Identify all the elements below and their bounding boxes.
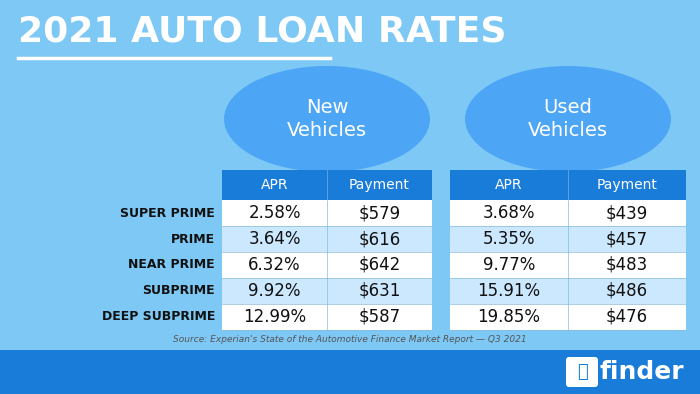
Text: $587: $587 [358,308,400,326]
Text: APR: APR [496,178,523,192]
Bar [0,350,700,394]
Text: $483: $483 [606,256,648,274]
Bar [450,278,686,304]
Ellipse shape [465,66,671,172]
Text: ⌕: ⌕ [577,363,587,381]
Text: 9.92%: 9.92% [248,282,301,300]
Bar [450,252,686,278]
Text: Payment: Payment [596,178,657,192]
Text: 15.91%: 15.91% [477,282,540,300]
Text: 9.77%: 9.77% [483,256,536,274]
Text: 2.58%: 2.58% [248,204,301,222]
Text: 3.64%: 3.64% [248,230,301,248]
Text: NEAR PRIME: NEAR PRIME [128,258,215,271]
Text: Vehicles: Vehicles [287,121,367,141]
Text: 6.32%: 6.32% [248,256,301,274]
Text: Vehicles: Vehicles [528,121,608,141]
Text: $616: $616 [358,230,400,248]
Text: PRIME: PRIME [171,232,215,245]
Text: 2021 AUTO LOAN RATES: 2021 AUTO LOAN RATES [18,14,507,48]
Bar [450,170,686,200]
Bar [450,226,686,252]
Text: $579: $579 [358,204,400,222]
Text: 5.35%: 5.35% [483,230,536,248]
Bar [222,170,432,200]
Text: APR: APR [260,178,288,192]
Bar [222,278,432,304]
Text: finder: finder [600,360,685,384]
Text: New: New [306,97,349,117]
Bar [222,252,432,278]
Text: SUBPRIME: SUBPRIME [142,284,215,297]
Text: $486: $486 [606,282,648,300]
Bar [222,200,432,226]
Bar [222,226,432,252]
Bar [222,304,432,330]
FancyBboxPatch shape [566,357,598,387]
Text: $476: $476 [606,308,648,326]
Text: 19.85%: 19.85% [477,308,540,326]
Text: 3.68%: 3.68% [483,204,536,222]
Ellipse shape [224,66,430,172]
Text: SUPER PRIME: SUPER PRIME [120,206,215,219]
Text: $631: $631 [358,282,400,300]
Text: $642: $642 [358,256,400,274]
Bar [450,200,686,226]
Text: $439: $439 [606,204,648,222]
Text: 12.99%: 12.99% [243,308,306,326]
Text: Used: Used [544,97,592,117]
Text: Source: Experian's State of the Automotive Finance Market Report — Q3 2021: Source: Experian's State of the Automoti… [173,335,527,344]
Bar [450,304,686,330]
Text: $457: $457 [606,230,648,248]
Text: DEEP SUBPRIME: DEEP SUBPRIME [102,310,215,323]
Text: Payment: Payment [349,178,410,192]
